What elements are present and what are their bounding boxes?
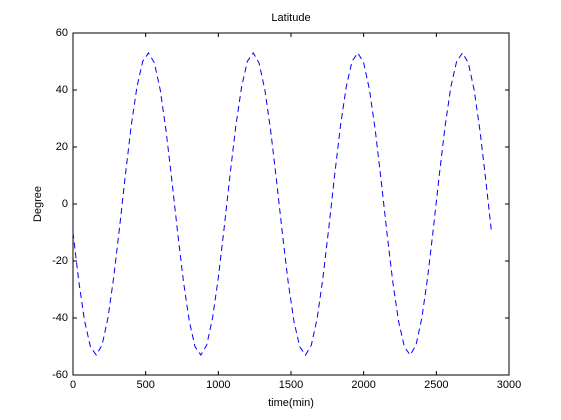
plot-box xyxy=(72,32,510,376)
y-axis-label: Degree xyxy=(32,186,44,222)
y-tick-label: -20 xyxy=(52,255,68,267)
x-axis-label: time(min) xyxy=(268,397,314,409)
x-tick-label: 3000 xyxy=(497,379,521,391)
y-tick-label: -60 xyxy=(52,369,68,381)
x-tick-label: 500 xyxy=(136,379,154,391)
x-tick-label: 1000 xyxy=(206,379,230,391)
y-tick-label: 60 xyxy=(56,27,68,39)
y-tick-label: -40 xyxy=(52,312,68,324)
y-tick-label: 40 xyxy=(56,84,68,96)
chart-title: Latitude xyxy=(271,12,310,24)
x-tick-label: 2500 xyxy=(424,379,448,391)
x-tick-label: 1500 xyxy=(279,379,303,391)
x-tick-label: 0 xyxy=(70,379,76,391)
x-tick-label: 2000 xyxy=(351,379,375,391)
data-line xyxy=(72,52,493,356)
y-tick-label: 0 xyxy=(62,198,68,210)
y-tick-label: 20 xyxy=(56,141,68,153)
